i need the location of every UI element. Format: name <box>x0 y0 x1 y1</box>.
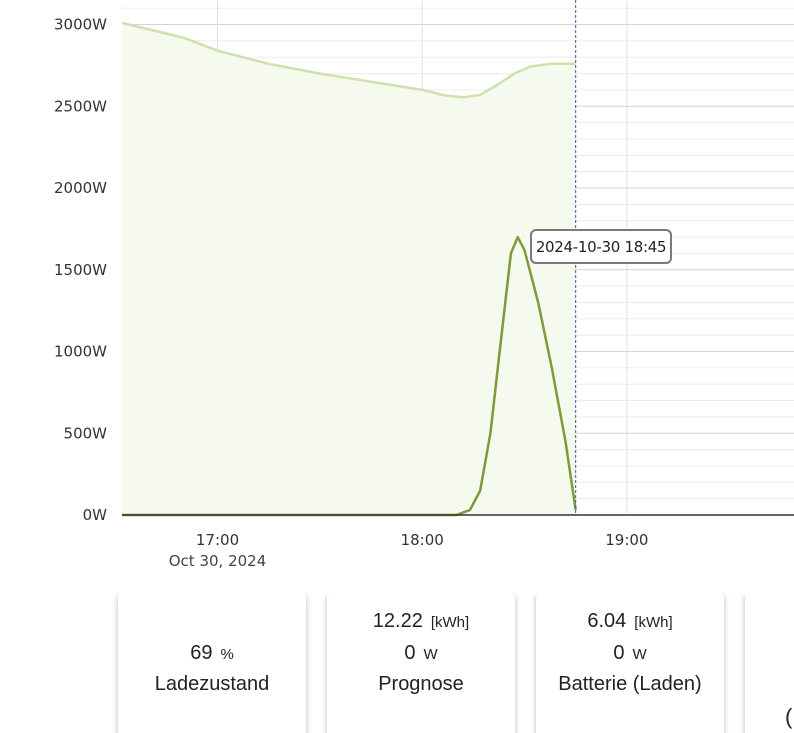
y-tick-label: 2000W <box>54 179 107 197</box>
card-label: Prognose <box>378 673 464 695</box>
battery-power-unit: W <box>632 646 647 663</box>
card-value-row: 69% <box>118 642 306 665</box>
card-energy-row: 12.22 [kWh] <box>327 610 515 633</box>
series-line-0 <box>121 21 576 99</box>
card-energy-row: 6.04 [kWh] <box>536 610 724 633</box>
hover-tooltip: 2024-10-30 18:45 <box>530 229 672 264</box>
y-tick-label: 1500W <box>54 261 107 279</box>
chart-lines <box>121 21 577 517</box>
y-tick-label: 500W <box>64 424 108 442</box>
battery-power-value: 0 <box>613 642 625 664</box>
prognose-energy-value: 12.22 <box>372 610 423 632</box>
x-tick-label: 17:00 <box>196 531 239 549</box>
y-tick-label: 0W <box>83 506 108 524</box>
battery-energy-unit: [kWh] <box>634 614 673 631</box>
y-tick-label: 3000W <box>54 16 107 34</box>
prognose-power-unit: W <box>423 646 438 663</box>
prognose-energy-unit: [kWh] <box>430 614 470 631</box>
power-chart[interactable]: 0W 500W 1000W 1500W 2000W 2500W 3000W 17:00 18:… <box>0 0 794 590</box>
soc-value: 69 <box>190 642 213 664</box>
x-axis-date-label: Oct 30, 2024 <box>169 552 267 570</box>
y-tick-label: 2500W <box>54 97 107 115</box>
prognose-power-value: 0 <box>404 642 416 664</box>
card-label: Batterie (Laden) <box>558 673 702 695</box>
card-label: Ladezustand <box>154 673 270 695</box>
partial-card-text: ( <box>785 704 793 729</box>
soc-unit: % <box>220 646 234 663</box>
card-partial[interactable]: ( <box>745 594 794 733</box>
x-tick-label: 18:00 <box>401 531 444 549</box>
x-axis-ticks: 17:00 18:00 19:00 <box>196 531 649 549</box>
card-ladezustand[interactable]: 69% Ladezustand <box>118 594 306 733</box>
x-tick-label: 19:00 <box>605 531 648 549</box>
y-tick-label: 1000W <box>54 343 107 361</box>
y-axis-ticks: 0W 500W 1000W 1500W 2000W 2500W 3000W <box>54 16 107 524</box>
series-line-1 <box>122 235 577 517</box>
chart-areas <box>122 22 576 516</box>
series-area-0 <box>122 22 576 516</box>
battery-energy-value: 6.04 <box>587 610 627 632</box>
